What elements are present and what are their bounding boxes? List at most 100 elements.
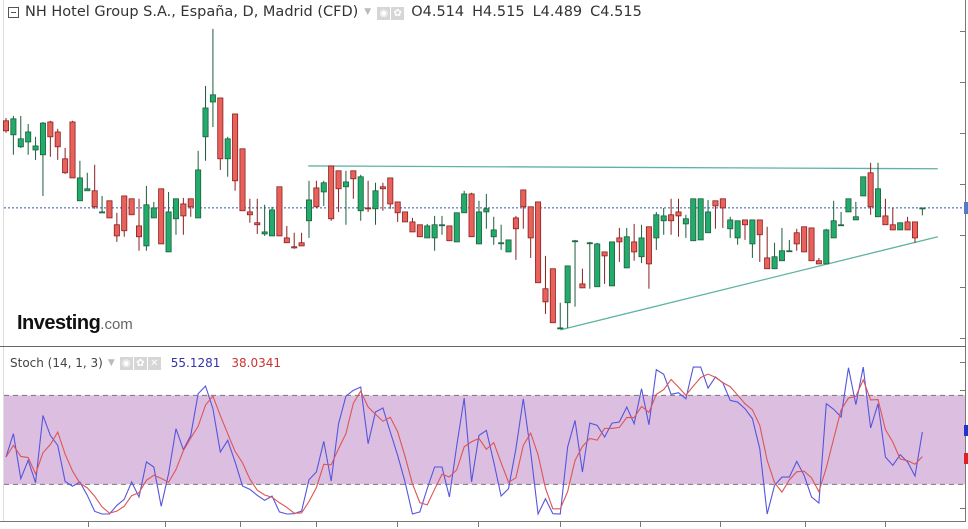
chevron-down-icon[interactable]: ▼ [364,7,372,17]
candle-body [579,283,586,289]
candle [254,198,261,234]
eye-icon[interactable]: ◉ [377,7,391,20]
candle [542,255,549,314]
candle [682,214,689,238]
candle [505,239,512,253]
candle-body [47,121,54,138]
candle [712,200,719,229]
candle [195,150,202,219]
candle-body [84,188,91,192]
candle-body [461,193,468,214]
candle [512,215,519,260]
candle-body [742,219,749,226]
candle [232,113,239,191]
candle-body [32,145,39,151]
stoch-d-value: 38.0341 [231,355,282,370]
candle-body [771,256,778,270]
candle [76,160,83,202]
candle-body [283,237,290,244]
candle-body [439,224,446,227]
ohlc-readout: O4.514 H4.515 L4.489 C4.515 [411,4,650,20]
candle [239,148,246,212]
trendline[interactable] [308,165,938,170]
candle-body [690,198,697,242]
close-icon[interactable]: ✕ [147,357,161,370]
trendlines[interactable] [308,165,939,331]
candle [261,204,268,236]
candle-body [409,221,416,233]
candle-body [734,220,741,239]
candle-body [113,224,120,237]
candle-body [594,243,601,288]
candle [468,192,475,238]
candle [579,268,586,289]
candle-body [705,211,712,234]
low-value: L4.489 [532,4,583,20]
candle-body [823,229,830,265]
close-value: C4.515 [590,4,642,20]
candle-body [350,170,357,180]
candle-body [682,218,689,225]
candle-body [867,172,874,208]
chevron-down-icon[interactable]: ▼ [107,357,115,368]
candle [402,211,409,223]
candle-body [697,198,704,241]
candle [461,190,468,214]
candle-body [106,200,113,219]
candle [764,226,771,270]
candle-body [217,97,224,160]
candle [372,182,379,225]
eye-icon[interactable]: ◉ [119,357,133,370]
candle-body [889,224,896,231]
candle [631,223,638,261]
stoch-overbought-oversold-band [4,395,965,485]
candle-body [298,242,305,247]
chart-title: NH Hotel Group S.A., España, D, Madrid (… [25,4,359,20]
candle-body [616,237,623,243]
collapse-icon[interactable] [8,6,19,18]
candle [136,198,143,251]
candle [572,239,579,307]
gear-icon[interactable]: ✿ [133,357,147,370]
candle [498,224,505,250]
candle-body [365,207,372,210]
candle [638,224,645,264]
candle-body [62,158,69,174]
trendline[interactable] [560,236,939,331]
candle [594,242,601,288]
candle [690,198,697,242]
candle-body [830,220,837,239]
candle-body [269,209,276,237]
candle [520,189,527,229]
candle [668,198,675,235]
candle [320,180,327,206]
candle-body [328,165,335,220]
candle-body [838,224,845,227]
candle [328,165,335,221]
candle [697,198,704,241]
candle [889,207,896,231]
gear-icon[interactable]: ✿ [391,7,405,20]
candle-body [535,201,542,284]
candle [771,242,778,270]
candle-body [468,193,475,238]
stoch-k-line [5,366,923,516]
candle-body [239,148,246,212]
candle-body [25,131,32,143]
candle [705,199,712,234]
candle [305,180,312,238]
candle [623,227,630,269]
candle [283,225,290,244]
candle-body [402,211,409,223]
candle [919,207,926,216]
candle [675,198,682,237]
candle-body [246,211,253,216]
candle [394,201,401,222]
candle-body [845,198,852,213]
candle [99,195,106,214]
candle-body [232,113,239,182]
candle [653,211,660,250]
candle-body [860,176,867,197]
candle-body [490,229,497,238]
